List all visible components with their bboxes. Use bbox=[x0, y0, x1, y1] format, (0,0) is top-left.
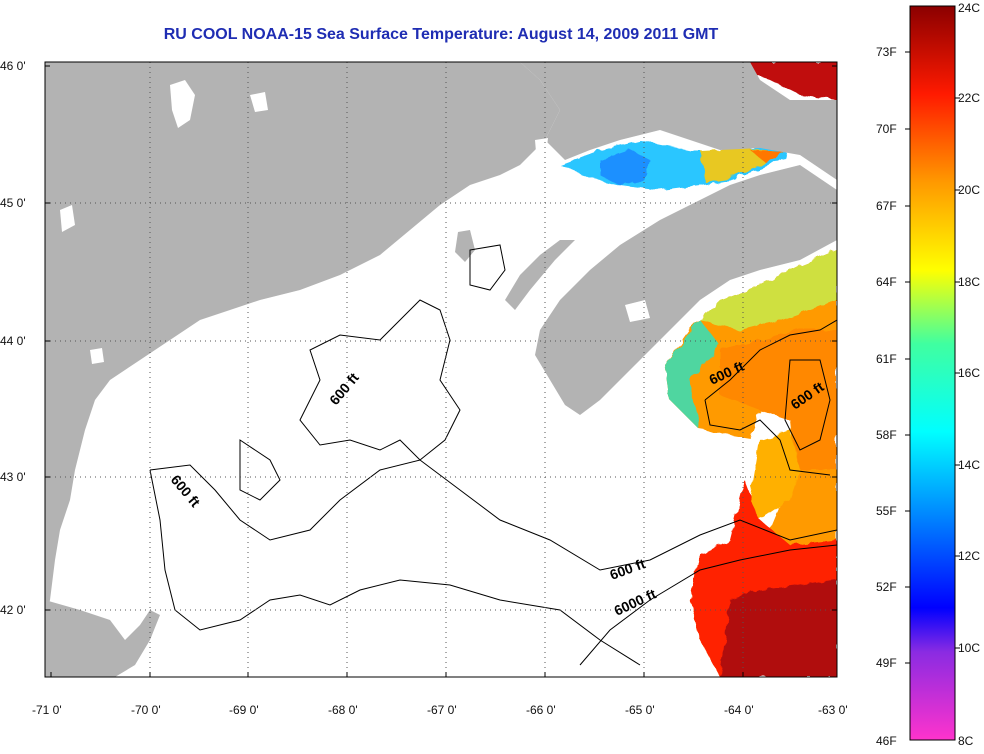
sst-data-layer bbox=[560, 62, 837, 677]
lat-label-45: 45 0' bbox=[0, 196, 26, 210]
lon-label-70: -70 0' bbox=[131, 703, 161, 717]
lon-label-64: -64 0' bbox=[724, 703, 754, 717]
lat-label-46: 46 0' bbox=[0, 59, 26, 73]
colorbar-f-67: 67F bbox=[876, 199, 897, 213]
bathymetry-contours bbox=[149, 244, 837, 666]
colorbar-c-20: 20C bbox=[958, 183, 980, 197]
colorbar-c-14: 14C bbox=[958, 458, 980, 472]
colorbar-c-24: 24C bbox=[958, 1, 980, 15]
lon-label-67: -67 0' bbox=[427, 703, 457, 717]
colorbar-f-52: 52F bbox=[876, 580, 897, 594]
colorbar-f-58: 58F bbox=[876, 428, 897, 442]
colorbar-gradient bbox=[909, 5, 956, 741]
colorbar-c-8: 8C bbox=[958, 734, 974, 748]
colorbar-f-64: 64F bbox=[876, 275, 897, 289]
axis-ticks bbox=[45, 65, 838, 677]
colorbar-f-70: 70F bbox=[876, 122, 897, 136]
colorbar-f-73: 73F bbox=[876, 45, 897, 59]
land-layer bbox=[45, 62, 837, 677]
colorbar-f-61: 61F bbox=[876, 352, 897, 366]
lon-label-65: -65 0' bbox=[625, 703, 655, 717]
colorbar-f-46: 46F bbox=[876, 734, 897, 748]
colorbar-c-18: 18C bbox=[958, 275, 980, 289]
map-frame bbox=[44, 61, 838, 678]
map-title: RU COOL NOAA-15 Sea Surface Temperature:… bbox=[163, 26, 719, 43]
colorbar-c-22: 22C bbox=[958, 91, 980, 105]
lon-label-71: -71 0' bbox=[32, 703, 62, 717]
colorbar-f-49: 49F bbox=[876, 656, 897, 670]
colorbar-c-10: 10C bbox=[958, 641, 980, 655]
lon-label-69: -69 0' bbox=[229, 703, 259, 717]
lon-label-68: -68 0' bbox=[328, 703, 358, 717]
colorbar-f-55: 55F bbox=[876, 504, 897, 518]
lat-label-43: 43 0' bbox=[0, 470, 26, 484]
colorbar-c-16: 16C bbox=[958, 366, 980, 380]
lon-label-66: -66 0' bbox=[526, 703, 556, 717]
lakes-layer bbox=[60, 80, 650, 364]
lon-label-63: -63 0' bbox=[818, 703, 848, 717]
lat-label-44: 44 0' bbox=[0, 334, 26, 348]
colorbar: 24C 22C 20C 18C 16C 14C 12C 10C 8C 73F 7… bbox=[876, 1, 980, 748]
colorbar-c-12: 12C bbox=[958, 549, 980, 563]
lat-label-42: 42 0' bbox=[0, 603, 26, 617]
graticule bbox=[45, 62, 837, 677]
